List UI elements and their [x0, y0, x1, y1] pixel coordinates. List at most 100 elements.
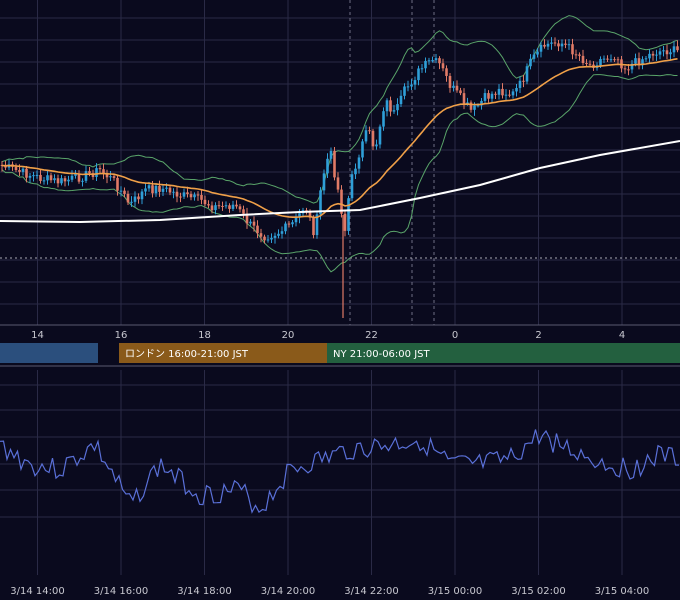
price-x-tick: 22: [365, 330, 378, 341]
candle-body: [469, 102, 473, 110]
candle-body: [389, 100, 392, 112]
candle-body: [77, 173, 81, 182]
candle-body: [550, 42, 553, 44]
candle-body: [277, 233, 280, 236]
candle-body: [203, 199, 207, 205]
candle-body: [574, 54, 578, 56]
candle-body: [238, 206, 242, 210]
price-x-tick: 0: [452, 330, 458, 341]
candle-body: [182, 192, 186, 197]
candle-body: [623, 68, 627, 70]
candle-body: [42, 180, 46, 182]
candle-body: [515, 87, 518, 92]
candle-body: [672, 46, 676, 53]
candle-body: [357, 157, 361, 169]
candle-body: [480, 100, 483, 106]
candle-body: [298, 213, 301, 218]
candle-body: [4, 165, 7, 168]
candle-body: [375, 144, 378, 147]
moving-average-fast: [1, 58, 678, 219]
candle-body: [403, 86, 406, 96]
candle-body: [340, 189, 343, 214]
candle-body: [410, 84, 413, 87]
candle-body: [438, 58, 441, 64]
candle-body: [273, 235, 277, 238]
oscillator-x-tick: 3/14 16:00: [94, 586, 148, 597]
candle-body: [473, 105, 476, 110]
candle-body: [140, 191, 144, 200]
candle-body: [154, 185, 158, 194]
candle-body: [172, 191, 175, 193]
candle-body: [616, 59, 620, 61]
candle-body: [637, 58, 641, 66]
candle-body: [326, 158, 329, 174]
candle-body: [189, 194, 193, 198]
candle-body: [553, 42, 557, 44]
session-label: ロンドン 16:00-21:00 JST: [125, 349, 249, 360]
candle-body: [256, 225, 259, 234]
candle-body: [18, 170, 21, 172]
candle-body: [287, 223, 291, 225]
price-x-tick: 14: [31, 330, 44, 341]
candle-body: [28, 175, 32, 178]
candle-body: [427, 60, 431, 62]
candle-body: [161, 188, 165, 192]
candle-body: [98, 168, 102, 170]
candle-body: [130, 201, 133, 203]
candle-body: [25, 168, 28, 178]
candle-body: [662, 50, 665, 52]
candle-body: [525, 66, 529, 82]
candle-body: [462, 93, 466, 104]
candle-body: [217, 205, 221, 207]
candle-body: [511, 91, 515, 96]
candle-body: [494, 93, 497, 95]
candle-body: [294, 217, 298, 223]
candle-body: [53, 178, 56, 181]
candle-body: [214, 205, 217, 211]
oscillator-x-tick: 3/14 20:00: [261, 586, 315, 597]
candle-body: [144, 188, 147, 192]
candle-body: [434, 58, 438, 61]
candle-body: [497, 88, 501, 95]
candle-body: [557, 43, 560, 47]
candle-body: [67, 179, 70, 182]
candle-body: [336, 177, 340, 190]
candle-body: [564, 43, 567, 45]
candle-body: [406, 86, 410, 88]
price-x-tick: 16: [115, 330, 128, 341]
candle-body: [84, 171, 88, 181]
candle-body: [112, 176, 116, 178]
session-block: [327, 343, 680, 363]
candle-body: [263, 236, 266, 241]
candle-body: [350, 174, 354, 199]
candle-body: [179, 196, 182, 198]
candle-body: [424, 60, 427, 69]
candle-body: [168, 187, 172, 193]
candle-body: [322, 173, 326, 191]
candle-body: [284, 223, 287, 232]
candle-body: [441, 63, 445, 69]
candle-body: [452, 85, 455, 88]
candle-body: [585, 62, 588, 64]
candle-body: [210, 205, 214, 211]
candle-body: [413, 80, 417, 85]
candle-body: [641, 59, 644, 66]
candle-body: [242, 209, 245, 214]
candle-body: [175, 191, 179, 197]
candle-body: [252, 221, 256, 226]
candle-body: [74, 173, 77, 176]
candle-body: [32, 175, 35, 177]
candle-body: [648, 53, 651, 59]
candle-body: [347, 198, 350, 231]
candle-body: [613, 59, 616, 61]
candle-body: [0, 165, 4, 166]
candle-body: [364, 130, 368, 142]
candle-body: [448, 75, 452, 88]
candle-body: [14, 166, 18, 171]
session-bar: ロンドン 16:00-21:00 JST NY 21:00-06:00 JST: [0, 343, 680, 363]
candle-body: [312, 217, 315, 236]
candle-body: [308, 211, 312, 218]
moving-average-slow: [0, 140, 680, 224]
candle-body: [95, 168, 98, 178]
candle-body: [315, 214, 319, 236]
